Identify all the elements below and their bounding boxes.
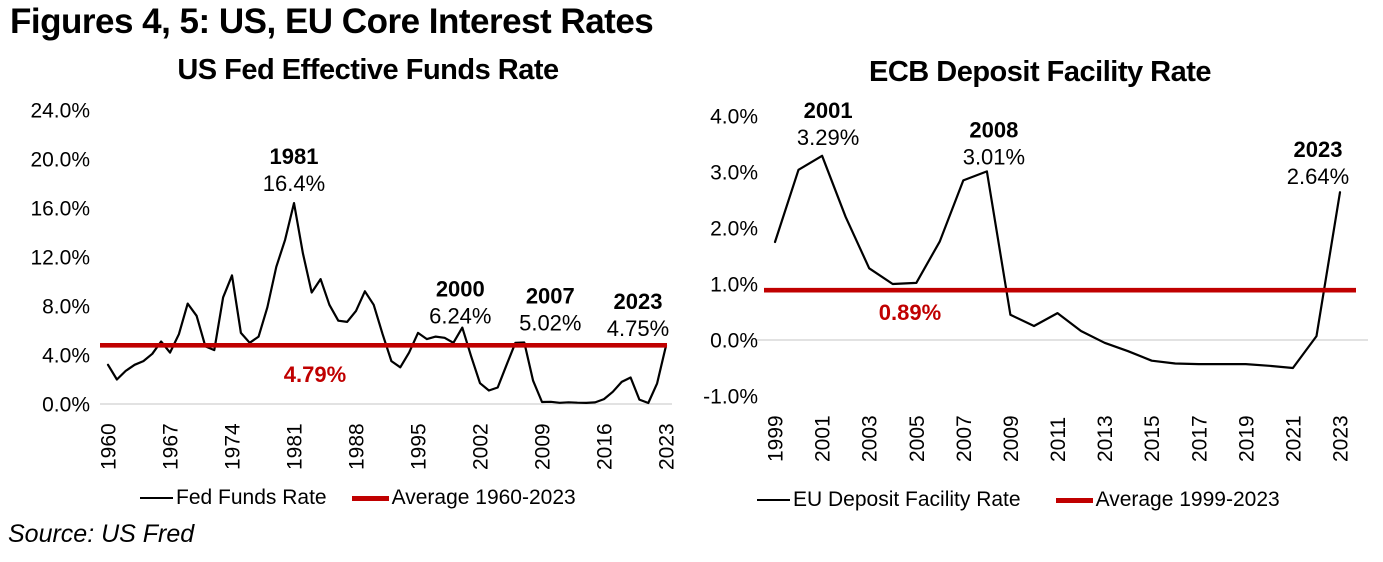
legend-item-fed-funds-rate: Fed Funds Rate: [140, 486, 327, 510]
legend-item-eu-deposit-facility-rate: EU Deposit Facility Rate: [757, 488, 1021, 512]
svg-text:12.0%: 12.0%: [30, 247, 90, 270]
svg-text:2019: 2019: [1235, 415, 1258, 462]
svg-text:24.0%: 24.0%: [30, 100, 90, 123]
source-note: Source: US Fred: [8, 520, 195, 548]
svg-text:4.0%: 4.0%: [710, 106, 758, 129]
svg-text:1960: 1960: [98, 423, 121, 470]
svg-text:4.0%: 4.0%: [42, 345, 90, 368]
fed-funds-chart: 24.0% 20.0% 16.0% 12.0% 8.0% 4.0% 0.0% 1960 1967…: [30, 100, 679, 471]
red-line-swatch: [351, 495, 389, 501]
svg-text:-1.0%: -1.0%: [703, 386, 758, 409]
svg-text:2021: 2021: [1282, 415, 1305, 462]
svg-text:2017: 2017: [1188, 415, 1211, 462]
svg-text:1981: 1981: [284, 423, 307, 470]
svg-text:3.0%: 3.0%: [710, 162, 758, 185]
legend-item-average-1999-2023: Average 1999-2023: [1055, 488, 1280, 512]
fed-chart-legend: Fed Funds Rate Average 1960-2023: [140, 486, 576, 510]
svg-text:2007: 2007: [953, 415, 976, 462]
legend-label: EU Deposit Facility Rate: [793, 488, 1021, 511]
svg-text:1974: 1974: [222, 423, 245, 470]
svg-text:3.01%: 3.01%: [963, 144, 1025, 169]
legend-item-average-1960-2023: Average 1960-2023: [351, 486, 576, 510]
svg-text:20.0%: 20.0%: [30, 149, 90, 172]
svg-text:0.0%: 0.0%: [42, 394, 90, 417]
svg-text:2007: 2007: [526, 284, 575, 309]
svg-text:2016: 2016: [594, 423, 617, 470]
legend-label: Fed Funds Rate: [176, 486, 327, 509]
legend-label: Average 1999-2023: [1095, 488, 1280, 511]
svg-text:2023: 2023: [1294, 137, 1343, 162]
svg-text:1.0%: 1.0%: [710, 274, 758, 297]
svg-text:2005: 2005: [906, 415, 929, 462]
svg-text:2013: 2013: [1094, 415, 1117, 462]
ecb-chart-legend: EU Deposit Facility Rate Average 1999-20…: [757, 488, 1280, 512]
svg-text:1988: 1988: [346, 423, 369, 470]
svg-text:2000: 2000: [436, 277, 485, 302]
svg-text:3.29%: 3.29%: [797, 125, 859, 150]
svg-text:2015: 2015: [1141, 415, 1164, 462]
svg-text:1999: 1999: [765, 415, 788, 462]
svg-text:4.75%: 4.75%: [607, 316, 669, 341]
svg-text:2001: 2001: [804, 98, 853, 123]
svg-text:0.0%: 0.0%: [710, 330, 758, 353]
black-line-swatch: [757, 499, 790, 501]
svg-text:2.64%: 2.64%: [1287, 164, 1349, 189]
svg-text:2009: 2009: [1000, 415, 1023, 462]
svg-text:4.79%: 4.79%: [284, 362, 346, 387]
svg-text:16.0%: 16.0%: [30, 198, 90, 221]
black-line-swatch: [140, 497, 173, 499]
svg-text:2023: 2023: [614, 289, 663, 314]
page-title: Figures 4, 5: US, EU Core Interest Rates: [10, 2, 654, 41]
svg-text:1995: 1995: [408, 423, 431, 470]
svg-text:2002: 2002: [470, 423, 493, 470]
svg-text:2023: 2023: [656, 423, 679, 470]
ecb-chart-title: ECB Deposit Facility Rate: [868, 56, 1212, 88]
svg-text:2008: 2008: [969, 117, 1018, 142]
ecb-deposit-chart: 4.0% 3.0% 2.0% 1.0% 0.0% -1.0% 1999 2001 2003 200…: [703, 98, 1368, 462]
svg-text:8.0%: 8.0%: [42, 296, 90, 319]
svg-text:2003: 2003: [859, 415, 882, 462]
svg-text:2001: 2001: [812, 415, 835, 462]
legend-label: Average 1960-2023: [391, 486, 576, 509]
red-line-swatch: [1055, 497, 1093, 503]
svg-text:2011: 2011: [1047, 417, 1070, 462]
svg-text:2009: 2009: [532, 423, 555, 470]
svg-text:1967: 1967: [160, 423, 183, 470]
svg-text:5.02%: 5.02%: [519, 311, 581, 336]
svg-text:6.24%: 6.24%: [429, 304, 491, 329]
svg-text:1981: 1981: [270, 144, 319, 169]
svg-text:2.0%: 2.0%: [710, 218, 758, 241]
svg-text:2023: 2023: [1330, 415, 1353, 462]
fed-chart-title: US Fed Effective Funds Rate: [177, 54, 559, 86]
svg-text:0.89%: 0.89%: [879, 300, 941, 325]
svg-text:16.4%: 16.4%: [263, 171, 325, 196]
